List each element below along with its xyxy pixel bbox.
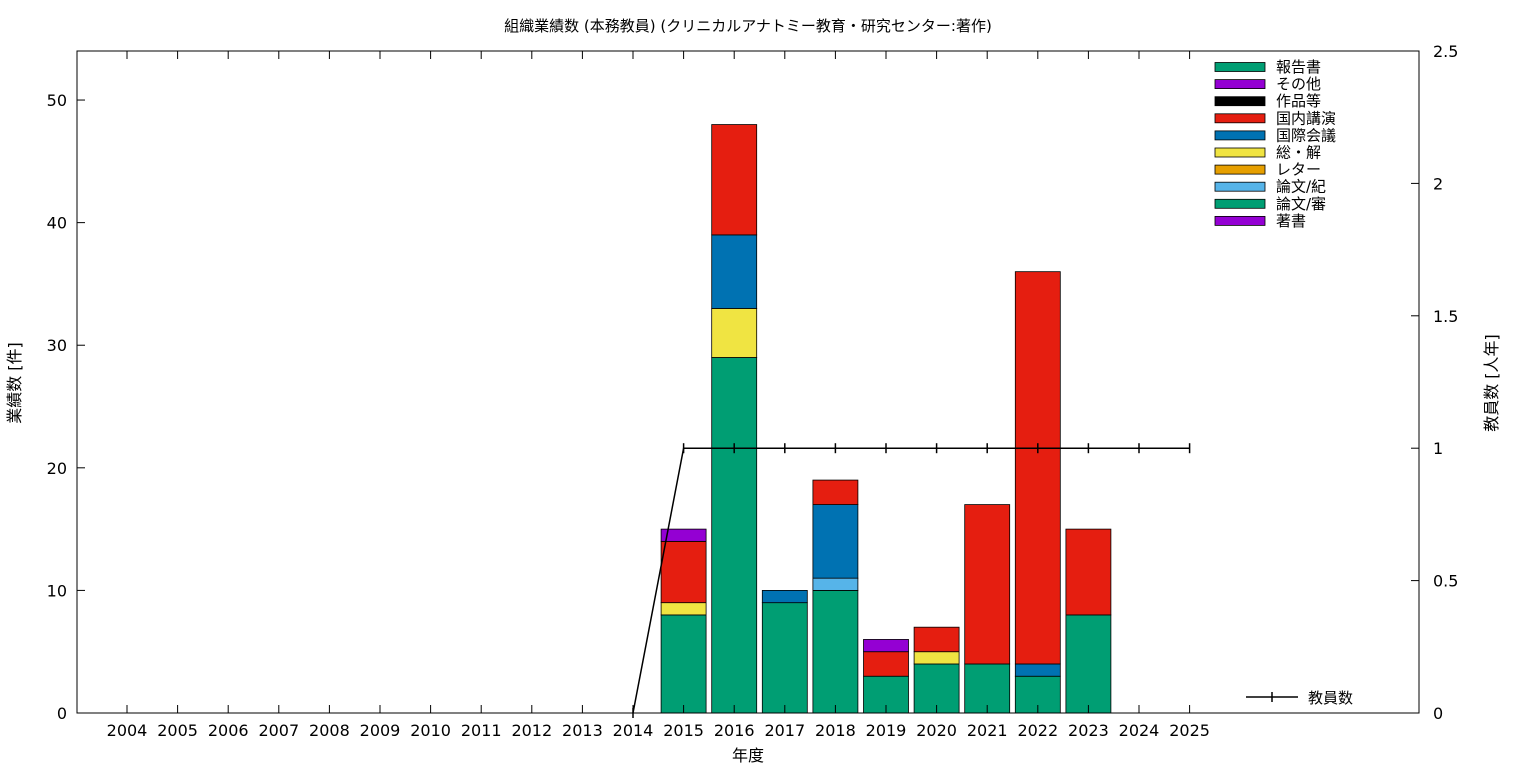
bar-2018-s0 xyxy=(812,590,859,714)
y2-tick-label: 0 xyxy=(1433,704,1443,723)
x-tick-label: 2015 xyxy=(663,721,704,740)
x-tick-label: 2005 xyxy=(157,721,198,740)
x-axis-label: 年度 xyxy=(732,746,764,765)
legend-label: 総・解 xyxy=(1276,144,1321,162)
x-tick-label: 2012 xyxy=(511,721,552,740)
x-tick-label: 2017 xyxy=(764,721,805,740)
y-tick-label: 0 xyxy=(57,704,67,723)
bar-2017-s3 xyxy=(761,590,808,604)
x-tick-label: 2024 xyxy=(1119,721,1160,740)
bar-2021-s4 xyxy=(964,504,1011,665)
x-tick-label: 2004 xyxy=(107,721,148,740)
bar-2016-s4 xyxy=(711,124,758,236)
bar-2015-s5 xyxy=(660,528,707,542)
plot-frame xyxy=(76,50,1420,714)
bar-2016-s0 xyxy=(711,357,758,714)
x-tick-label: 2010 xyxy=(410,721,451,740)
y-axis-label: 業績数 [件] xyxy=(5,342,24,424)
x-tick-label: 2020 xyxy=(916,721,957,740)
axis-ticks: 0 10 20 30 40 50 0 0.5 1 1.5 2 2.5 2004 2005 2006 2007 2… xyxy=(47,42,1459,740)
x-tick-label: 2025 xyxy=(1169,721,1210,740)
legend-label: 国際会議 xyxy=(1276,126,1336,144)
bar-2020-s2 xyxy=(913,651,960,665)
legend-swatch xyxy=(1214,79,1266,89)
legend-swatch xyxy=(1214,62,1266,72)
x-tick-label: 2021 xyxy=(967,721,1008,740)
bar-2015-s4 xyxy=(660,540,707,604)
x-tick-label: 2019 xyxy=(866,721,907,740)
bar-2022-s3 xyxy=(1014,663,1061,677)
y-tick-label: 20 xyxy=(47,459,67,478)
x-tick-label: 2016 xyxy=(714,721,755,740)
bar-2018-s3 xyxy=(812,504,859,579)
y-tick-label: 10 xyxy=(47,581,67,600)
plot-area: 0 10 20 30 40 50 0 0.5 1 1.5 2 2.5 2004 2005 2006 2007 2… xyxy=(47,42,1459,740)
bar-2022-s4 xyxy=(1014,271,1061,665)
y-tick-label: 40 xyxy=(47,214,67,233)
legend-swatch xyxy=(1214,147,1266,158)
bar-2016-s3 xyxy=(711,234,758,309)
bar-2023-s4 xyxy=(1065,528,1112,616)
line-legend: 教員数 xyxy=(1246,689,1353,707)
line-legend-label: 教員数 xyxy=(1308,689,1353,707)
bar-2023-s0 xyxy=(1065,614,1112,714)
legend-swatch xyxy=(1214,113,1266,124)
x-tick-label: 2023 xyxy=(1068,721,1109,740)
bar-2020-s4 xyxy=(913,626,960,653)
legend-swatch xyxy=(1214,96,1266,107)
x-tick-label: 2018 xyxy=(815,721,856,740)
x-tick-label: 2008 xyxy=(309,721,350,740)
legend-swatch xyxy=(1214,198,1266,209)
line-教員数 xyxy=(632,447,1190,714)
x-tick-label: 2011 xyxy=(461,721,502,740)
y-tick-label: 50 xyxy=(47,91,67,110)
legend-label: 作品等 xyxy=(1276,92,1321,110)
legend-swatch xyxy=(1214,164,1266,175)
x-tick-label: 2006 xyxy=(208,721,249,740)
y2-tick-label: 2.5 xyxy=(1433,42,1458,61)
legend-swatch xyxy=(1214,130,1266,141)
bar-2015-s0 xyxy=(660,614,707,714)
x-tick-label: 2022 xyxy=(1017,721,1058,740)
y2-tick-label: 1.5 xyxy=(1433,307,1458,326)
bars xyxy=(660,124,1112,714)
x-tick-label: 2013 xyxy=(562,721,603,740)
x-tick-label: 2009 xyxy=(360,721,401,740)
legend-swatch xyxy=(1214,215,1266,226)
bar-2019-s5 xyxy=(863,639,909,653)
bar-2019-s4 xyxy=(863,651,909,677)
bar-2018-s4 xyxy=(812,479,859,505)
legend-label: 国内講演 xyxy=(1276,109,1336,127)
bar-2017-s0 xyxy=(761,602,808,714)
legend-label: 報告書 xyxy=(1276,58,1321,76)
bar-2016-s2 xyxy=(711,308,758,358)
legend-swatch xyxy=(1214,181,1266,192)
legend-label: 著書 xyxy=(1276,212,1306,230)
y2-tick-label: 2 xyxy=(1433,174,1443,193)
bar-2021-s0 xyxy=(964,663,1011,714)
y2-axis-label: 教員数 [人年] xyxy=(1482,334,1501,432)
legend-label: レター xyxy=(1276,161,1321,179)
legend-label: その他 xyxy=(1276,75,1321,93)
x-tick-label: 2014 xyxy=(613,721,654,740)
y2-tick-label: 1 xyxy=(1433,439,1443,458)
legend-label: 論文/紀 xyxy=(1276,178,1326,196)
bar-2015-s2 xyxy=(660,602,707,616)
x-tick-label: 2007 xyxy=(258,721,299,740)
bar-2018-s1 xyxy=(812,577,859,591)
y2-tick-label: 0.5 xyxy=(1433,572,1458,591)
y-tick-label: 30 xyxy=(47,336,67,355)
chart-title: 組織業績数 (本務教員) (クリニカルアナトミー教育・研究センター:著作) xyxy=(504,17,992,35)
legend-label: 論文/審 xyxy=(1276,195,1326,213)
